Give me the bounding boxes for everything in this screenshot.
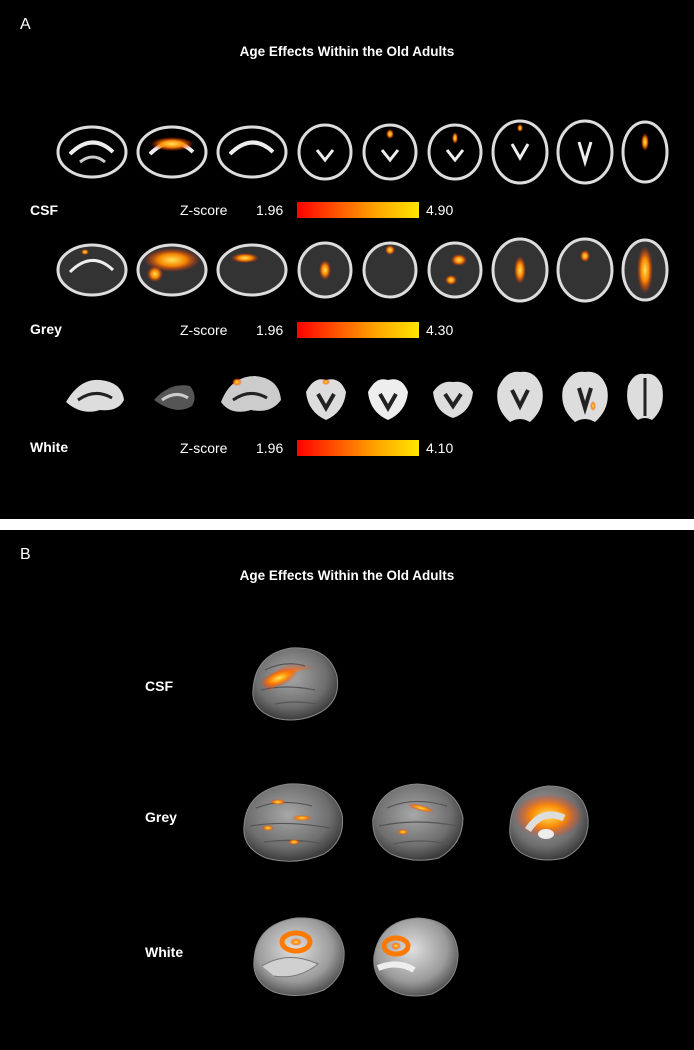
- brain-slice-coronal: [433, 381, 473, 418]
- brain-render-3d: [509, 785, 589, 861]
- brain-slice-coronal: [427, 241, 483, 299]
- panel-letter: B: [20, 546, 31, 563]
- brain-slice-axial: [621, 238, 669, 302]
- brain-render-3d: [252, 647, 339, 721]
- brain-slice-coronal: [297, 123, 353, 181]
- brain-slice-axial: [556, 119, 614, 185]
- brain-slice-coronal: [362, 241, 418, 299]
- brain-slice-sagittal: [56, 125, 128, 179]
- row-label-white: White: [30, 439, 69, 455]
- brain-slice-sagittal: [154, 385, 195, 410]
- brain-render-3d: [373, 917, 459, 997]
- brain-slice-coronal: [306, 379, 346, 420]
- colorbar: [297, 440, 419, 456]
- colorbar-max: 4.30: [426, 322, 454, 338]
- row-label-csf: CSF: [145, 678, 173, 694]
- colorbar-min: 1.96: [256, 322, 284, 338]
- row-label-grey: Grey: [30, 321, 62, 337]
- zscore-label: Z-score: [180, 440, 228, 456]
- panel-b: B Age Effects Within the Old Adults CSF …: [0, 530, 694, 1050]
- panel-a: A Age Effects Within the Old Adults: [0, 0, 694, 519]
- panel-letter: A: [20, 16, 31, 33]
- panel-title: Age Effects Within the Old Adults: [239, 44, 455, 59]
- row-label-white: White: [145, 944, 184, 960]
- brain-slice-coronal: [362, 123, 418, 181]
- colorbar-max: 4.90: [426, 202, 454, 218]
- brain-slice-axial: [562, 371, 608, 422]
- brain-slice-sagittal: [216, 243, 288, 297]
- brain-slice-sagittal: [136, 125, 208, 179]
- colorbar: [297, 322, 419, 338]
- brain-slice-sagittal: [221, 376, 281, 412]
- colorbar-min: 1.96: [256, 202, 284, 218]
- row-label-csf: CSF: [30, 202, 58, 218]
- brain-slice-coronal: [297, 241, 353, 299]
- zscore-label: Z-score: [180, 202, 228, 218]
- brain-slice-axial: [627, 373, 663, 420]
- brain-slice-coronal: [427, 123, 483, 181]
- zscore-label: Z-score: [180, 322, 228, 338]
- brain-slice-axial: [491, 119, 549, 185]
- panel-title: Age Effects Within the Old Adults: [239, 568, 455, 583]
- brain-slice-axial: [621, 120, 669, 184]
- brain-slice-coronal: [368, 379, 408, 420]
- brain-render-3d: [243, 783, 344, 862]
- brain-slice-axial: [497, 371, 543, 422]
- brain-render-3d: [372, 783, 464, 861]
- row-label-grey: Grey: [145, 809, 177, 825]
- brain-slice-axial: [556, 237, 614, 303]
- brain-slice-sagittal: [66, 379, 124, 412]
- brain-slice-sagittal: [136, 243, 208, 297]
- brain-slice-sagittal: [216, 125, 288, 179]
- colorbar-max: 4.10: [426, 440, 454, 456]
- colorbar: [297, 202, 419, 218]
- brain-render-3d: [253, 917, 345, 996]
- brain-slice-axial: [491, 237, 549, 303]
- brain-slice-sagittal: [56, 243, 128, 297]
- colorbar-min: 1.96: [256, 440, 284, 456]
